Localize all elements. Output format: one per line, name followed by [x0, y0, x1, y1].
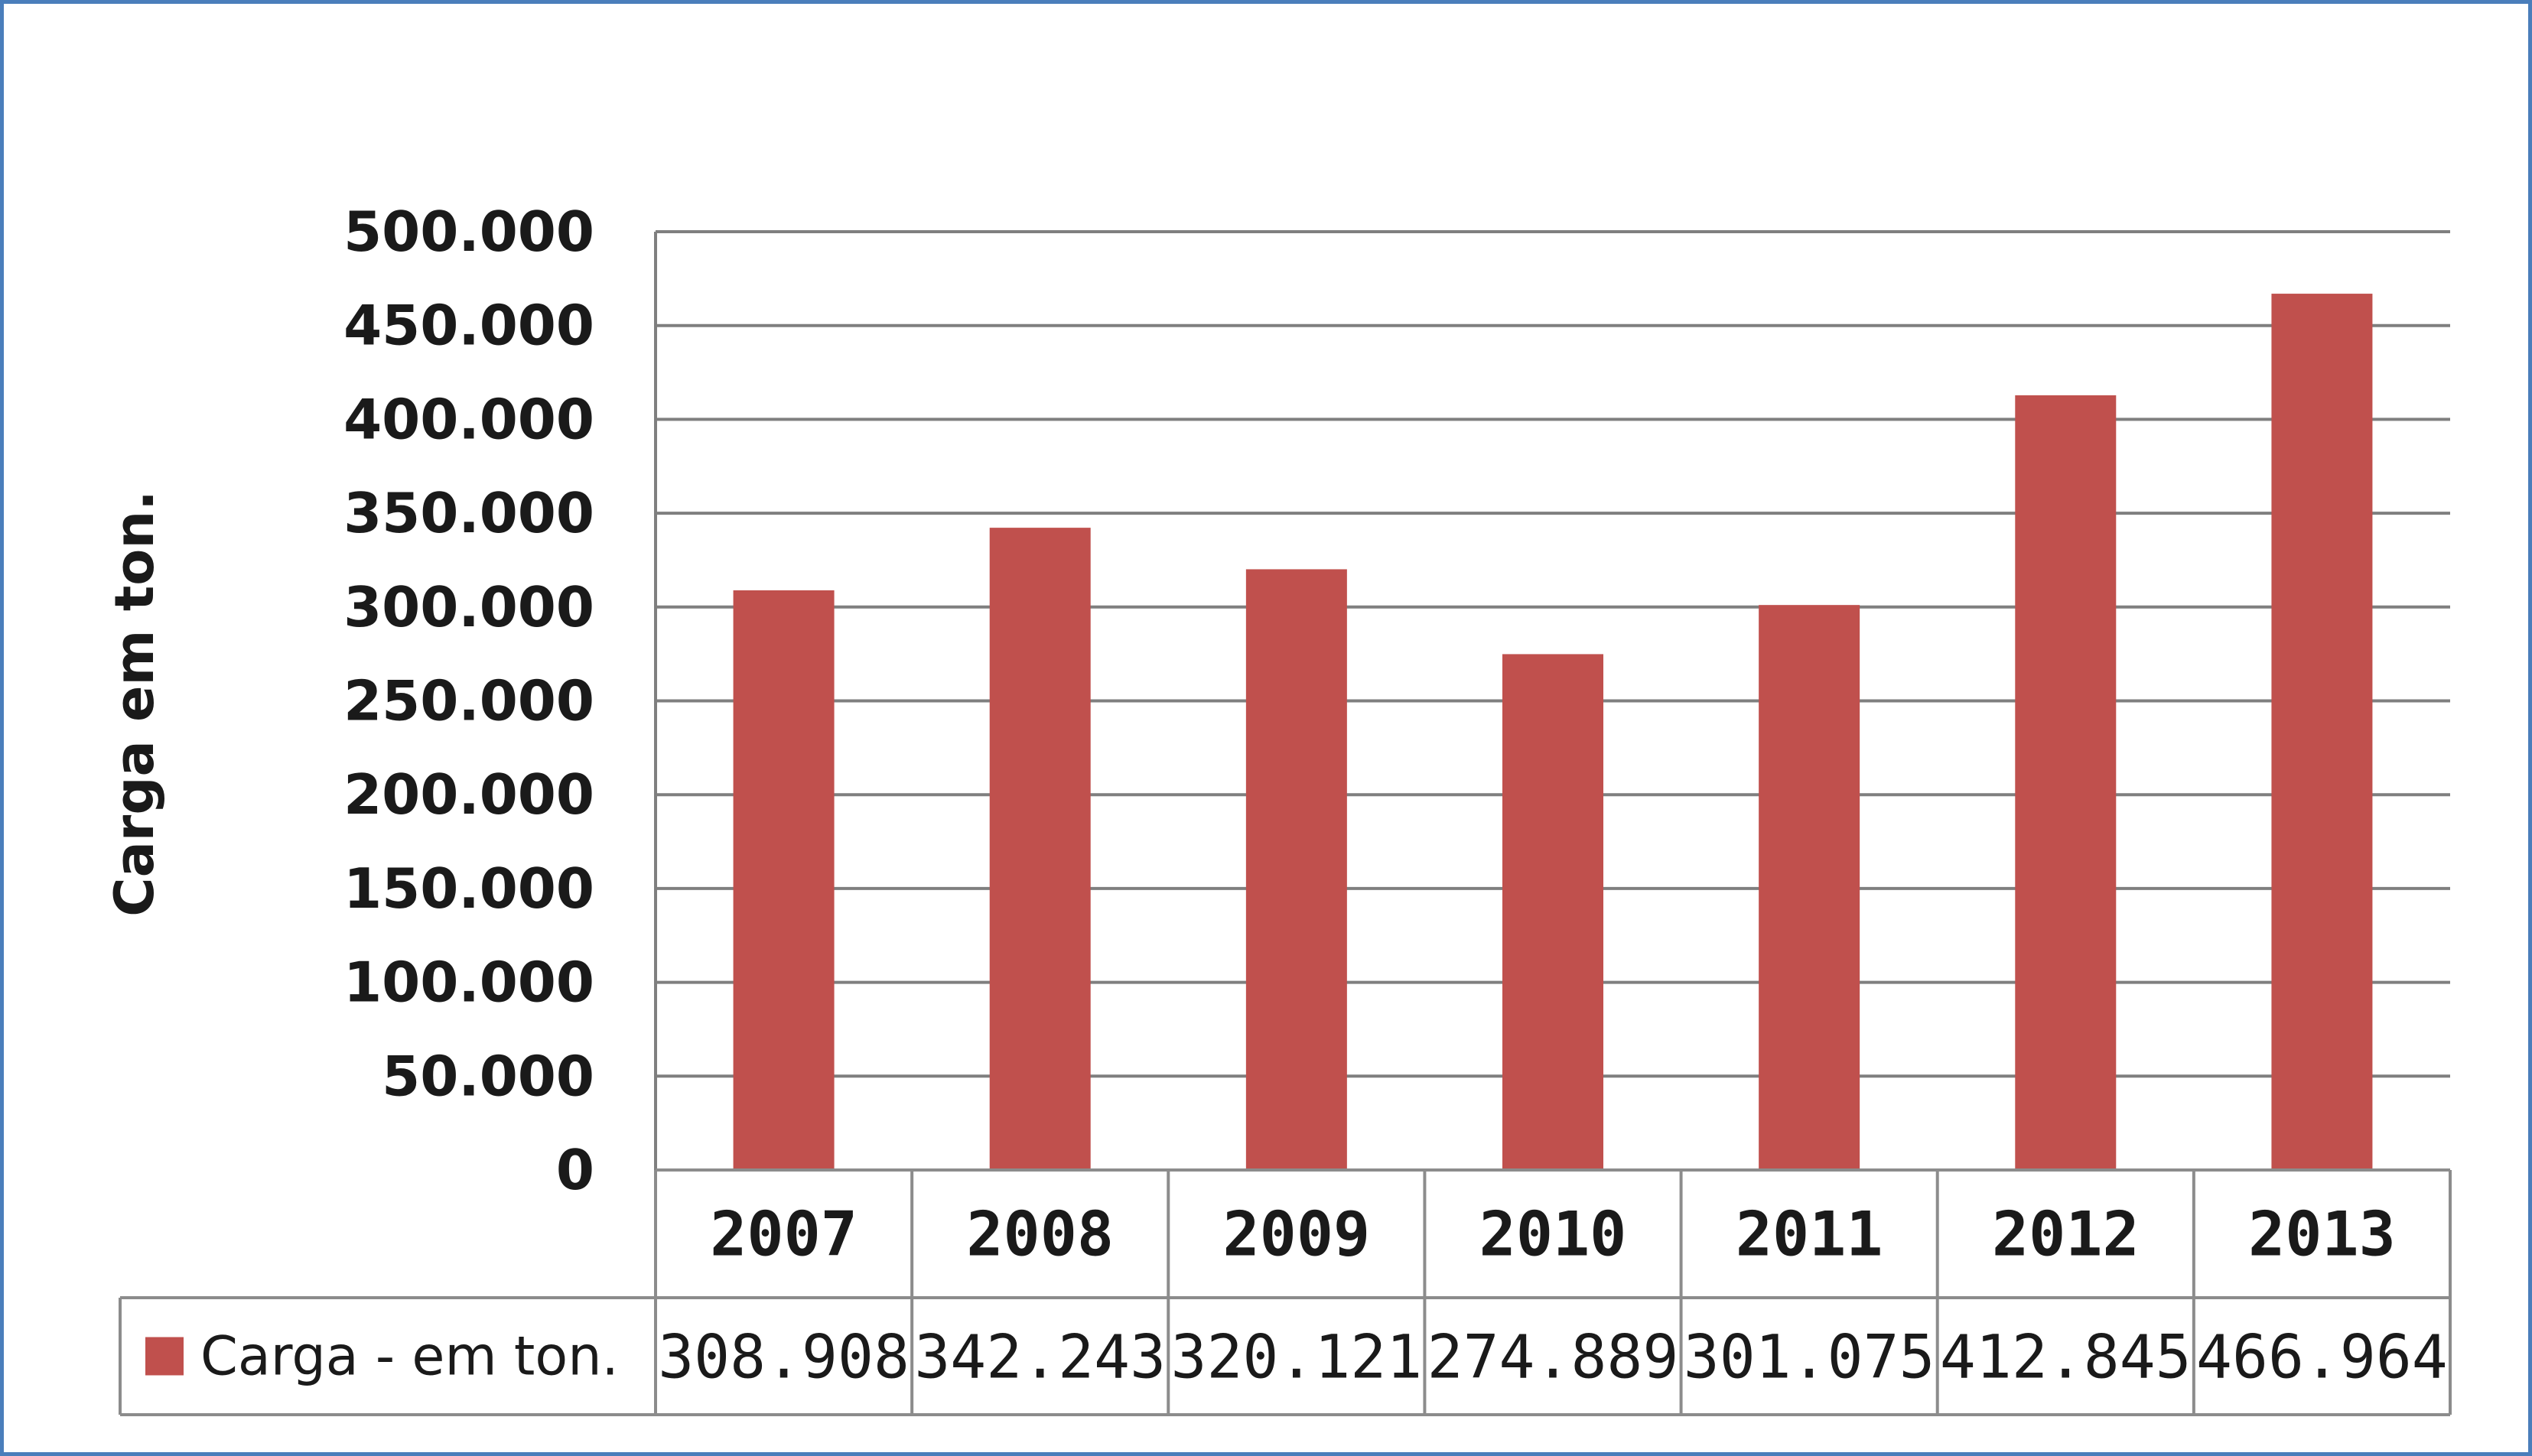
x-tick-label: 2007: [710, 1199, 858, 1270]
data-label: 342.243: [914, 1324, 1166, 1393]
bar-2007: [733, 590, 835, 1170]
data-label: 466.964: [2196, 1324, 2448, 1393]
y-tick-label: 100.000: [343, 951, 594, 1015]
legend-label: Carga - em ton.: [200, 1325, 619, 1388]
x-tick-label: 2008: [966, 1199, 1114, 1270]
legend-swatch: [145, 1337, 184, 1376]
bar-2013: [2271, 294, 2373, 1171]
gridlines: [654, 230, 2450, 1170]
bar-2008: [989, 528, 1091, 1170]
bars: [733, 294, 2373, 1171]
x-tick-label: 2013: [2248, 1199, 2396, 1270]
y-tick-label: 400.000: [343, 387, 594, 451]
y-tick-label: 450.000: [343, 294, 594, 358]
data-label: 320.121: [1170, 1324, 1422, 1393]
y-tick-label: 50.000: [382, 1044, 594, 1108]
x-tick-label: 2010: [1479, 1199, 1627, 1270]
y-tick-label: 300.000: [343, 575, 594, 639]
y-tick-label: 150.000: [343, 856, 594, 921]
y-tick-label: 350.000: [343, 481, 594, 545]
y-axis-label: Carga em ton.: [103, 490, 166, 917]
data-table: 2007 308.908 2008 342.243 2009 320.121 2010 274…: [119, 1168, 2452, 1416]
y-tick-label: 0: [556, 1138, 594, 1202]
y-tick-label: 250.000: [343, 669, 594, 733]
x-tick-label: 2009: [1223, 1199, 1371, 1270]
x-tick-label: 2011: [1736, 1199, 1883, 1270]
y-axis-ticks: 0 50.000 100.000 150.000 200.000 250.000 300.0…: [343, 200, 594, 1202]
y-tick-label: 200.000: [343, 762, 594, 827]
data-label: 308.908: [658, 1324, 910, 1393]
y-tick-label: 500.000: [343, 200, 594, 264]
bar-2012: [2015, 395, 2117, 1170]
bar-2011: [1759, 605, 1860, 1170]
x-tick-label: 2012: [1992, 1199, 2140, 1270]
bar-2010: [1502, 654, 1603, 1170]
data-label: 412.845: [1940, 1324, 2192, 1393]
data-label: 301.075: [1684, 1324, 1935, 1393]
data-label: 274.889: [1427, 1324, 1679, 1393]
bar-2009: [1245, 569, 1347, 1170]
